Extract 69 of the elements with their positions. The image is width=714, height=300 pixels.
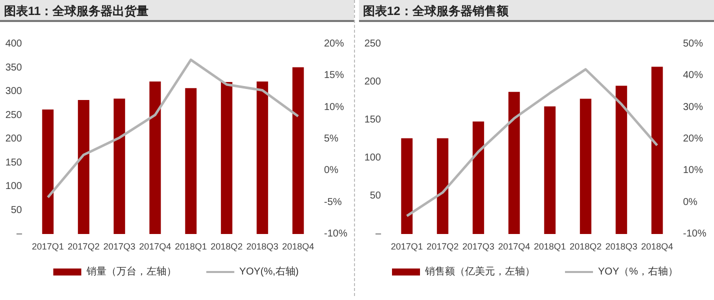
y2-tick-label: 20% (324, 38, 344, 50)
x-tick-label: 2017Q3 (103, 242, 136, 252)
y-tick-label: 50 (370, 190, 382, 202)
legend-label: YOY(%,右轴) (239, 266, 299, 278)
chart-title: 图表12：全球服务器销售额 (363, 4, 508, 18)
legend-label: 销售额（亿美元，左轴） (424, 266, 535, 278)
x-tick-label: 2017Q1 (32, 242, 64, 252)
x-tick-label: 2017Q2 (426, 242, 459, 252)
bar (114, 98, 126, 234)
bar (78, 100, 90, 234)
y-tick-label: – (16, 228, 22, 240)
x-tick-label: 2018Q4 (282, 242, 314, 252)
y-tick-label: – (375, 228, 382, 240)
bar (544, 106, 556, 234)
y2-tick-label: 10% (683, 165, 704, 176)
x-tick-label: 2018Q1 (174, 242, 207, 252)
y-tick-label: 100 (5, 181, 22, 192)
x-tick-label: 2018Q3 (605, 242, 638, 252)
chart-title: 图表11：全球服务器出货量 (4, 4, 149, 18)
y-tick-label: 400 (5, 38, 22, 50)
x-tick-label: 2018Q1 (534, 242, 566, 252)
y-tick-label: 250 (5, 110, 22, 121)
y-tick-label: 300 (5, 86, 22, 97)
bar (401, 138, 413, 234)
y2-tick-label: -10% (683, 228, 706, 240)
y2-tick-label: 50% (683, 38, 704, 50)
x-tick-label: 2018Q2 (210, 242, 243, 252)
y2-tick-label: 30% (683, 102, 704, 113)
x-tick-label: 2017Q4 (139, 242, 172, 252)
x-tick-label: 2018Q4 (641, 242, 674, 252)
y-tick-label: 250 (364, 38, 382, 50)
y-tick-label: 350 (5, 62, 22, 74)
y-tick-label: 100 (364, 152, 382, 164)
bar (508, 92, 520, 234)
x-tick-label: 2017Q1 (390, 242, 423, 252)
x-tick-label: 2018Q2 (570, 242, 602, 252)
y2-tick-label: -5% (324, 196, 342, 208)
y2-tick-label: 0% (324, 165, 339, 176)
line-series (46, 58, 300, 199)
line-series (406, 68, 658, 218)
bar (616, 86, 628, 234)
y2-tick-label: 10% (324, 102, 344, 113)
bar (580, 98, 592, 234)
y-tick-label: 200 (5, 134, 22, 144)
y-tick-label: 50 (10, 204, 22, 216)
x-tick-label: 2017Q4 (498, 242, 530, 252)
x-tick-label: 2017Q3 (462, 242, 494, 252)
bar (472, 122, 484, 234)
legend-label: 销量（万台，左轴） (85, 266, 176, 278)
x-tick-label: 2017Q2 (68, 242, 100, 252)
y-tick-label: 150 (5, 157, 22, 168)
y2-tick-label: 5% (324, 134, 339, 144)
bar (220, 82, 232, 234)
bar (292, 67, 304, 234)
bar (651, 66, 663, 234)
bar (436, 138, 448, 234)
y2-tick-label: 20% (683, 134, 704, 144)
x-tick-label: 2018Q3 (246, 242, 278, 252)
y-tick-label: 200 (364, 76, 382, 88)
bar (149, 82, 161, 234)
legend-label: YOY（%，右轴） (598, 266, 678, 278)
y2-tick-label: 0% (683, 196, 698, 208)
y2-tick-label: 40% (683, 70, 704, 82)
y2-tick-label: -10% (324, 228, 348, 240)
bar (185, 88, 197, 234)
bar (256, 82, 268, 234)
y2-tick-label: 15% (324, 70, 344, 82)
bar (42, 110, 54, 234)
y-tick-label: 150 (364, 114, 382, 126)
